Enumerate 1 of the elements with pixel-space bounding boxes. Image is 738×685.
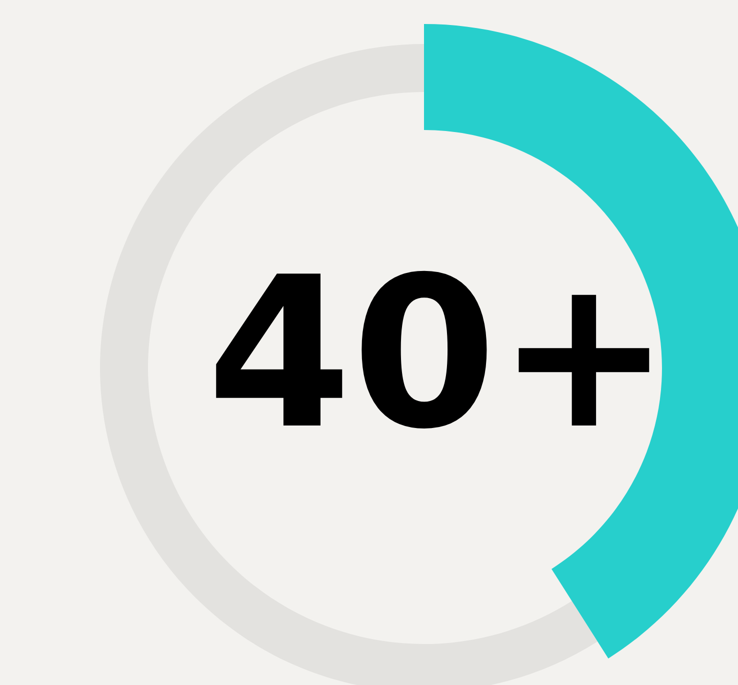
text: 40+ <box>216 270 650 428</box>
